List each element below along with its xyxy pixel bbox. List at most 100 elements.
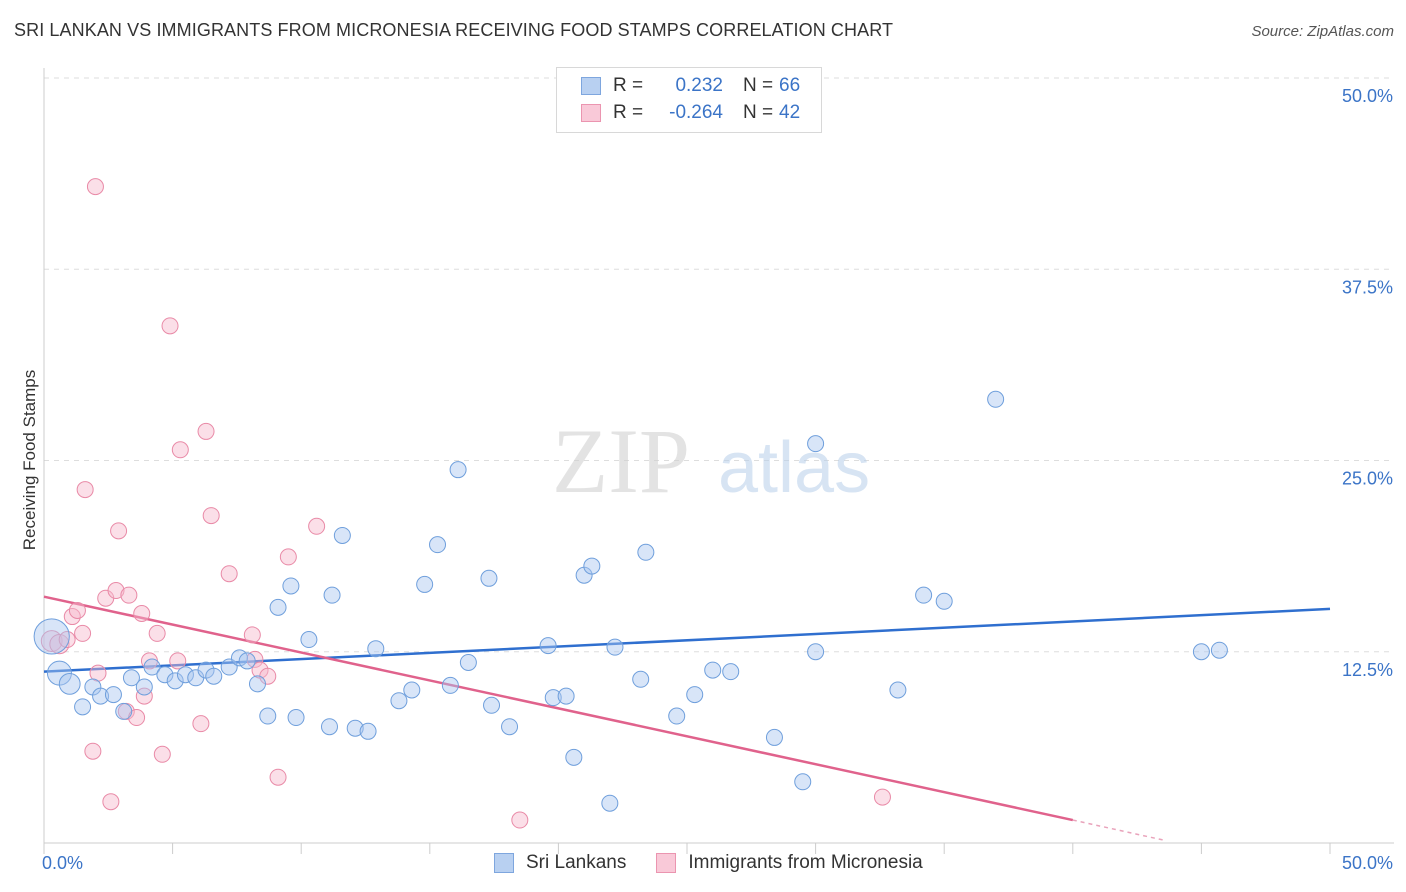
srilankan-point <box>269 598 287 616</box>
legend-n-value: 66 <box>779 75 801 96</box>
srilankan-point <box>416 575 434 593</box>
y-tick-labels: 50.0% 37.5% 25.0% 12.5% <box>1342 86 1393 680</box>
srilankan-point <box>935 592 953 610</box>
srilankan-point <box>637 543 655 561</box>
srilankan-point <box>807 435 825 453</box>
srilankan-point <box>606 638 624 656</box>
x-tick-labels: 0.0% 50.0% <box>42 853 1393 873</box>
legend-r-value: 0.232 <box>675 75 723 96</box>
srilankan-point <box>441 676 459 694</box>
srilankan-point <box>320 718 338 736</box>
srilankan-point <box>104 686 122 704</box>
srilankan-point <box>889 681 907 699</box>
srilankan-point <box>765 728 783 746</box>
y-tick-label: 37.5% <box>1342 277 1393 297</box>
srilankan-point <box>704 661 722 679</box>
x-tick-label: 0.0% <box>42 853 83 873</box>
micronesia-point <box>873 788 891 806</box>
srilankan-point <box>429 536 447 554</box>
watermark-zip: ZIP <box>552 410 690 512</box>
srilankan-point <box>287 709 305 727</box>
micronesia-point <box>102 793 120 811</box>
micronesia-point <box>133 605 151 622</box>
srilankan-point <box>166 672 184 690</box>
srilankan-point <box>449 461 467 479</box>
micronesia-point <box>40 630 63 652</box>
legend: R = 0.232 N = 66 R = -0.264 N = 42 <box>556 67 822 133</box>
srilankan-point <box>205 667 223 685</box>
micronesia-point <box>220 565 238 583</box>
trend-lines <box>43 595 1331 841</box>
srilankan-point <box>668 707 686 725</box>
srilankan-point <box>346 719 364 737</box>
legend-n-label: N = <box>743 75 774 96</box>
chart-title: SRI LANKAN VS IMMIGRANTS FROM MICRONESIA… <box>14 20 894 40</box>
srilankan-point <box>156 666 174 684</box>
srilankan-point <box>544 689 562 707</box>
micronesia-point <box>120 586 138 604</box>
micronesia-point <box>171 441 189 459</box>
srilankan-point <box>359 722 377 740</box>
srilankan-point <box>92 687 110 705</box>
bottom-legend-micronesia: Immigrants from Micronesia <box>656 852 923 874</box>
micronesia-point <box>76 481 94 499</box>
micronesia-point <box>279 548 297 566</box>
srilankan-point <box>480 569 498 587</box>
srilankan-point <box>632 670 650 688</box>
legend-row-srilankans: R = 0.232 N = 66 <box>581 75 800 97</box>
srilankan-point <box>122 669 140 687</box>
srilankan-point <box>583 557 601 575</box>
legend-n-label: N = <box>743 102 774 123</box>
srilankan-point <box>176 666 194 684</box>
srilankan-point <box>390 692 408 710</box>
legend-r-label: R = <box>613 75 644 96</box>
srilankan-point <box>565 748 583 766</box>
srilankan-point <box>248 675 266 693</box>
y-tick-label: 25.0% <box>1342 469 1393 489</box>
micronesia-point <box>269 768 287 786</box>
srilankan-point <box>459 653 477 671</box>
srilankan-point <box>501 718 519 736</box>
srilankan-point <box>367 640 385 658</box>
micronesia-point <box>161 317 179 335</box>
srilankan-point <box>483 696 501 714</box>
micronesia-point <box>169 652 187 670</box>
srilankan-point <box>557 687 575 705</box>
srilankan-point <box>135 678 153 696</box>
micronesia-point <box>243 626 261 644</box>
srilankan-point <box>1192 643 1210 661</box>
micronesia-point <box>74 624 92 642</box>
trend-line-micronesia-extension <box>1072 819 1163 841</box>
micronesia-point <box>110 522 128 540</box>
series-srilankans-points <box>33 390 1228 812</box>
micronesia-point <box>58 631 76 649</box>
srilankan-point <box>323 586 341 604</box>
srilankan-point <box>238 652 256 670</box>
legend-swatch-pink <box>581 104 601 122</box>
srilankan-point <box>686 686 704 704</box>
micronesia-point <box>148 624 166 642</box>
micronesia-point <box>68 601 86 619</box>
srilankan-point <box>807 643 825 661</box>
srilankan-point <box>539 637 557 655</box>
srilankan-point <box>282 577 300 595</box>
bottom-legend: Sri Lankans Immigrants from Micronesia <box>494 852 953 874</box>
srilankan-point <box>143 658 161 676</box>
srilankan-point <box>74 698 92 716</box>
source-label: Source: ZipAtlas.com <box>1251 23 1394 40</box>
srilankan-point <box>300 631 318 649</box>
legend-r-label: R = <box>613 102 644 123</box>
bottom-legend-label: Immigrants from Micronesia <box>688 852 923 873</box>
srilankan-point <box>259 707 277 725</box>
micronesia-point <box>202 507 220 525</box>
srilankan-point <box>601 794 619 812</box>
y-tick-label: 50.0% <box>1342 86 1393 106</box>
micronesia-point <box>511 811 529 829</box>
watermark-atlas: atlas <box>718 428 870 508</box>
micronesia-point <box>308 517 326 535</box>
srilankan-point <box>1210 641 1228 659</box>
srilankan-point <box>115 702 133 720</box>
axes <box>43 68 1394 854</box>
srilankan-point <box>403 681 421 699</box>
y-tick-label: 12.5% <box>1342 660 1393 680</box>
